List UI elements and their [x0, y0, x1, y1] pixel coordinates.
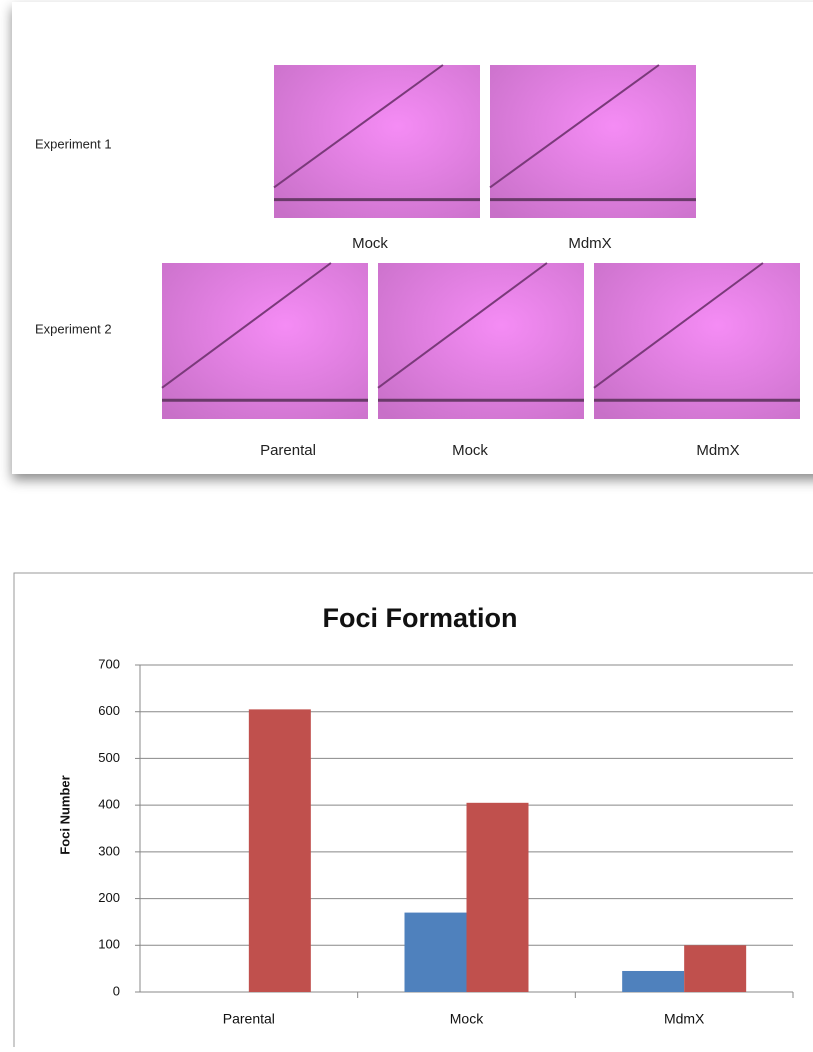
micrograph-line: [377, 262, 548, 389]
y-tick-label: 200: [98, 890, 120, 905]
micrograph-line: [273, 64, 444, 189]
micrograph-line: [161, 262, 332, 389]
micrograph: [162, 263, 368, 419]
caption: Mock: [452, 442, 488, 459]
x-tick-label: MdmX: [664, 1011, 705, 1027]
x-tick-label: Parental: [223, 1011, 275, 1027]
micrograph-line: [489, 64, 660, 189]
caption: Parental: [260, 442, 316, 459]
micrograph: [274, 65, 480, 218]
bar: [248, 709, 311, 992]
micrograph: [378, 263, 584, 419]
y-tick-label: 0: [113, 983, 120, 998]
caption: MdmX: [568, 235, 611, 252]
bar: [404, 912, 467, 992]
micrograph: [490, 65, 696, 218]
y-tick-label: 600: [98, 703, 120, 718]
y-tick-label: 400: [98, 797, 120, 812]
caption: Mock: [352, 235, 388, 252]
row-label: Experiment 2: [35, 321, 112, 336]
caption: MdmX: [696, 442, 739, 459]
y-tick-label: 700: [98, 656, 120, 671]
micrograph: [594, 263, 800, 419]
y-tick-label: 100: [98, 937, 120, 952]
y-tick-label: 500: [98, 750, 120, 765]
x-tick-label: Mock: [450, 1011, 484, 1027]
chart-title: Foci Formation: [323, 603, 518, 633]
y-axis-label: Foci Number: [57, 775, 72, 854]
bar: [622, 970, 685, 992]
micrograph-line: [593, 262, 764, 389]
row-label: Experiment 1: [35, 136, 112, 151]
y-tick-label: 300: [98, 843, 120, 858]
bar: [684, 945, 747, 992]
bar: [466, 802, 529, 992]
